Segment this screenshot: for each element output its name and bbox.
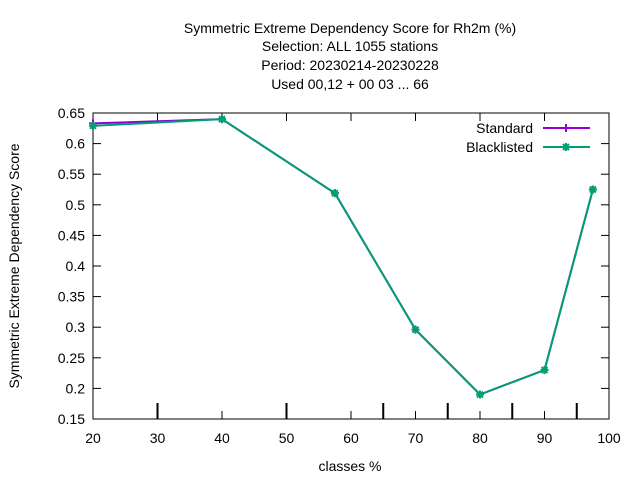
y-tick-label: 0.5 (66, 197, 86, 213)
chart-title: Symmetric Extreme Dependency Score for R… (184, 20, 516, 92)
x-tick-label: 100 (597, 430, 621, 446)
data-point-blacklisted (588, 185, 597, 194)
series-line-blacklisted (92, 118, 594, 396)
data-point-blacklisted (476, 390, 484, 399)
x-tick-label: 20 (85, 430, 101, 446)
y-tick-label: 0.45 (58, 227, 85, 243)
y-tick-label: 0.35 (58, 289, 85, 305)
plot-frame (92, 112, 610, 420)
x-tick-label: 90 (537, 430, 553, 446)
y-tick-label: 0.25 (58, 350, 85, 366)
legend-marker-standard (562, 124, 570, 132)
y-axis-ticks: 0.15 0.2 0.25 0.3 0.35 0.4 0.45 0.5 0.55 0.6 0.65 (58, 105, 609, 427)
bottom-markers (156, 403, 578, 419)
data-point-blacklisted (330, 189, 339, 198)
legend-marker-point-blacklisted (562, 143, 570, 151)
chart-title-line-2: Selection: ALL 1055 stations (262, 38, 438, 54)
chart-title-line-4: Used 00,12 + 00 03 ... 66 (271, 76, 429, 92)
legend-marker-point-standard (562, 124, 570, 132)
x-tick-label: 50 (279, 430, 295, 446)
x-tick-label: 30 (150, 430, 166, 446)
chart-title-line-1: Symmetric Extreme Dependency Score for R… (184, 20, 516, 36)
data-point-blacklisted (89, 121, 97, 130)
y-tick-label: 0.65 (58, 105, 85, 121)
y-axis-label: Symmetric Extreme Dependency Score (6, 143, 22, 388)
series-line-standard (92, 118, 594, 396)
x-axis-label: classes % (318, 458, 381, 474)
series-layer (89, 115, 597, 399)
x-tick-label: 40 (214, 430, 230, 446)
x-axis-ticks: 20 30 40 50 60 70 80 90 100 (85, 113, 621, 446)
data-point-blacklisted (411, 325, 420, 334)
legend-label-standard: Standard (476, 120, 533, 136)
x-tick-label: 80 (472, 430, 488, 446)
x-tick-label: 60 (343, 430, 359, 446)
y-tick-label: 0.2 (66, 380, 86, 396)
y-tick-label: 0.3 (66, 319, 86, 335)
y-tick-label: 0.15 (58, 411, 85, 427)
y-tick-label: 0.6 (66, 136, 86, 152)
data-point-blacklisted (218, 115, 226, 124)
chart-title-line-3: Period: 20230214-20230228 (261, 57, 439, 73)
data-point-blacklisted (540, 366, 549, 375)
y-tick-label: 0.55 (58, 166, 85, 182)
legend: Standard Blacklisted (466, 120, 590, 155)
x-tick-label: 70 (408, 430, 424, 446)
legend-label-blacklisted: Blacklisted (466, 139, 533, 155)
y-tick-label: 0.4 (66, 258, 86, 274)
legend-marker-blacklisted (562, 143, 570, 151)
